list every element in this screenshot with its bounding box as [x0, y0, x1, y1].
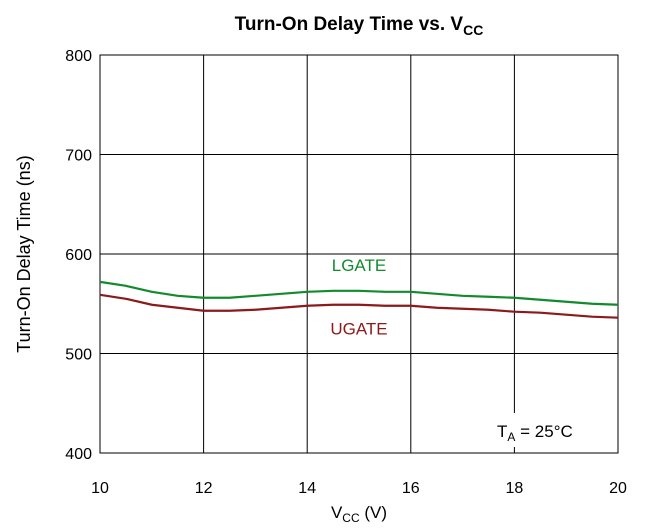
x-tick-label: 16 — [402, 480, 420, 497]
y-axis-label: Turn-On Delay Time (ns) — [14, 155, 34, 352]
x-label-sub: CC — [342, 511, 360, 525]
annotation-sub: A — [507, 430, 515, 444]
y-tick-label: 600 — [65, 247, 92, 264]
plot-frame — [99, 54, 619, 454]
y-tick-label: 400 — [65, 446, 92, 463]
x-tick-label: 10 — [91, 480, 109, 497]
annotation-box — [482, 413, 610, 447]
x-tick-label: 12 — [195, 480, 213, 497]
x-tick-label: 14 — [298, 480, 316, 497]
x-axis-label: VCC (V) — [331, 503, 387, 525]
series-label: UGATE — [330, 320, 387, 339]
x-label-main: V — [331, 503, 343, 522]
y-tick-label: 500 — [65, 347, 92, 364]
y-tick-label: 800 — [65, 48, 92, 65]
title-sub: CC — [463, 22, 483, 38]
title-main: Turn-On Delay Time vs. V — [235, 14, 464, 35]
series-label: LGATE — [332, 256, 386, 275]
chart-title: Turn-On Delay Time vs. VCC — [235, 14, 484, 38]
x-tick-label: 20 — [609, 480, 627, 497]
series-line — [99, 280, 619, 306]
series-line — [99, 293, 619, 319]
y-tick-label: 700 — [65, 148, 92, 165]
annotation-main: T — [497, 422, 507, 441]
annotation-tail: = 25°C — [515, 422, 572, 441]
annotation: TA = 25°C — [497, 422, 573, 444]
x-tick-label: 18 — [506, 480, 524, 497]
x-label-tail: (V) — [360, 503, 387, 522]
